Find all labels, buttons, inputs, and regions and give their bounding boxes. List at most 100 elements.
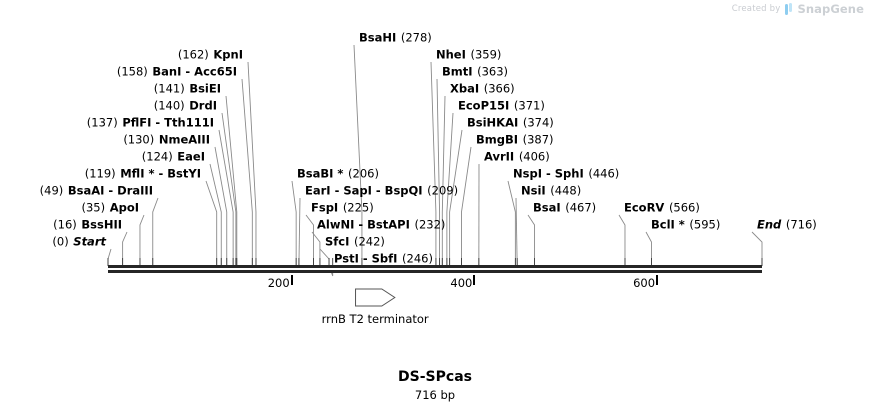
restriction-site-label-bsahi[interactable]: BsaHI (278) — [359, 31, 432, 45]
enzyme-position: (467) — [565, 200, 597, 215]
enzyme-position: (130) — [123, 132, 155, 147]
restriction-site-label-bmgbi[interactable]: BmgBI (387) — [476, 132, 554, 147]
enzyme-name: BssHII — [81, 217, 122, 232]
restriction-site-label-ecop15i[interactable]: EcoP15I (371) — [458, 98, 545, 113]
restriction-site-label-fspi[interactable]: FspI (225) — [311, 200, 374, 215]
enzyme-name: BmtI — [442, 64, 473, 79]
restriction-site-label-sfci[interactable]: SfcI (242) — [325, 234, 385, 249]
enzyme-position: (246) — [402, 251, 433, 266]
enzyme-position: (448) — [550, 183, 582, 198]
enzyme-position: (119) — [84, 166, 116, 181]
enzyme-position: (137) — [86, 115, 118, 130]
enzyme-name: DrdI — [189, 98, 217, 113]
restriction-site-label-xbai[interactable]: XbaI (366) — [450, 82, 515, 96]
leader-line-eari — [298, 197, 301, 267]
arrow-right-feature-icon[interactable] — [355, 288, 396, 307]
enzyme-position: (140) — [153, 98, 185, 113]
enzyme-position: (225) — [342, 200, 374, 215]
enzyme-name: EaeI — [177, 149, 205, 164]
enzyme-name: AvrII — [484, 149, 515, 164]
leader-line-nmeaiii — [214, 146, 228, 266]
enzyme-position: (209) — [427, 183, 459, 198]
map-title: DS-SPcas — [398, 369, 472, 385]
restriction-site-label-nmeaiii[interactable]: (130) NmeAIII — [123, 132, 210, 147]
map-size: 716 bp — [414, 388, 456, 402]
restriction-site-label-eaei[interactable]: (124) EaeI — [142, 149, 205, 164]
watermark-created-by-text: Created by — [731, 4, 781, 14]
leader-line-bsihkai — [449, 129, 463, 266]
enzyme-position: (406) — [518, 149, 550, 164]
enzyme-name: NspI - SphI — [513, 166, 584, 181]
restriction-site-label-nspi[interactable]: NspI - SphI (446) — [513, 166, 619, 181]
ruler-tick-mark-600 — [656, 275, 659, 285]
restriction-site-label-drdi[interactable]: (140) DrdI — [153, 98, 217, 113]
leader-line-eaei — [209, 163, 222, 266]
leader-line-fspi — [305, 214, 314, 266]
leader-line-bsaai — [152, 197, 159, 266]
restriction-site-label-start[interactable]: (0) Start — [52, 234, 106, 249]
ruler-tick-label-400: 400 — [450, 276, 473, 290]
enzyme-position: (16) — [53, 217, 77, 232]
restriction-site-label-bsshii[interactable]: (16) BssHII — [53, 217, 122, 232]
restriction-site-label-end[interactable]: End (716) — [757, 218, 817, 232]
restriction-site-label-avrii[interactable]: AvrII (406) — [484, 149, 550, 164]
ruler-tick-mark-200 — [290, 275, 293, 285]
enzyme-name: Start — [73, 234, 106, 249]
enzyme-position: (242) — [353, 234, 385, 249]
enzyme-name: BclI * — [651, 217, 685, 232]
ruler-tick-mark-400 — [473, 275, 476, 285]
restriction-site-label-apoi[interactable]: (35) ApoI — [81, 200, 139, 215]
enzyme-name: BanI - Acc65I — [152, 64, 237, 79]
feature-label-rrnb-t2-terminator[interactable]: rrnB T2 terminator — [321, 312, 429, 326]
sequence-backbone-top — [108, 265, 762, 268]
enzyme-name: NsiI — [521, 183, 546, 198]
restriction-site-label-kpni[interactable]: (162) KpnI — [177, 47, 243, 62]
enzyme-name: EarI - SapI - BspQI — [305, 183, 423, 198]
restriction-site-label-bsiei[interactable]: (141) BsiEI — [154, 82, 221, 96]
enzyme-name: EcoP15I — [458, 98, 510, 113]
restriction-site-label-bsai[interactable]: BsaI (467) — [533, 200, 597, 215]
enzyme-name: BmgBI — [476, 132, 519, 147]
restriction-site-label-ecorv[interactable]: EcoRV (566) — [624, 201, 700, 215]
leader-line-bsahi — [353, 44, 363, 266]
restriction-site-label-bmti[interactable]: BmtI (363) — [442, 64, 508, 79]
enzyme-position: (35) — [81, 200, 106, 215]
enzyme-name: FspI — [311, 200, 339, 215]
enzyme-name: KpnI — [213, 47, 243, 62]
snapgene-logo-icon — [784, 2, 794, 16]
enzyme-position: (0) — [52, 234, 69, 249]
restriction-site-label-bsihkai[interactable]: BsiHKAI (374) — [467, 115, 554, 130]
enzyme-name: BsaBI * — [297, 166, 344, 181]
leader-line-start — [107, 248, 112, 266]
restriction-site-label-bani[interactable]: (158) BanI - Acc65I — [116, 64, 237, 79]
restriction-site-label-nhei[interactable]: NheI (359) — [436, 47, 501, 62]
leader-line-bsabi — [291, 180, 297, 266]
leader-line-nsii — [515, 197, 518, 267]
restriction-site-label-bcli[interactable]: BclI * (595) — [651, 217, 721, 232]
ruler-tick-label-200: 200 — [267, 276, 290, 290]
enzyme-position: (387) — [522, 132, 554, 147]
leader-line-ecorv — [618, 214, 626, 266]
restriction-site-label-mfli[interactable]: (119) MflI * - BstYI — [84, 166, 201, 181]
enzyme-name: BsiHKAI — [467, 115, 519, 130]
restriction-site-label-eari[interactable]: EarI - SapI - BspQI (209) — [305, 183, 459, 198]
enzyme-name: SfcI — [325, 234, 350, 249]
enzyme-position: (595) — [689, 217, 721, 232]
restriction-site-label-pflfi[interactable]: (137) PflFI - Tth111I — [86, 115, 214, 130]
enzyme-name: BsaI — [533, 200, 561, 215]
restriction-site-label-bsabi[interactable]: BsaBI * (206) — [297, 166, 379, 181]
enzyme-name: NheI — [436, 47, 466, 62]
enzyme-name: PflFI - Tth111I — [122, 115, 214, 130]
ruler-tick-label-600: 600 — [633, 276, 656, 290]
enzyme-position: (162) — [177, 47, 209, 62]
leader-line-alwni — [311, 231, 321, 266]
restriction-site-label-alwni[interactable]: AlwNI - BstAPI (232) — [317, 218, 445, 232]
restriction-site-label-bsaai[interactable]: (49) BsaAI - DraIII — [40, 184, 153, 198]
leader-line-pflfi — [218, 129, 234, 266]
enzyme-position: (158) — [116, 64, 148, 79]
restriction-site-label-nsii[interactable]: NsiI (448) — [521, 183, 582, 198]
leader-line-bsai — [527, 214, 536, 266]
sequence-backbone-bottom — [108, 270, 762, 273]
restriction-site-label-psti[interactable]: PstI - SbfI (246) — [334, 251, 433, 266]
